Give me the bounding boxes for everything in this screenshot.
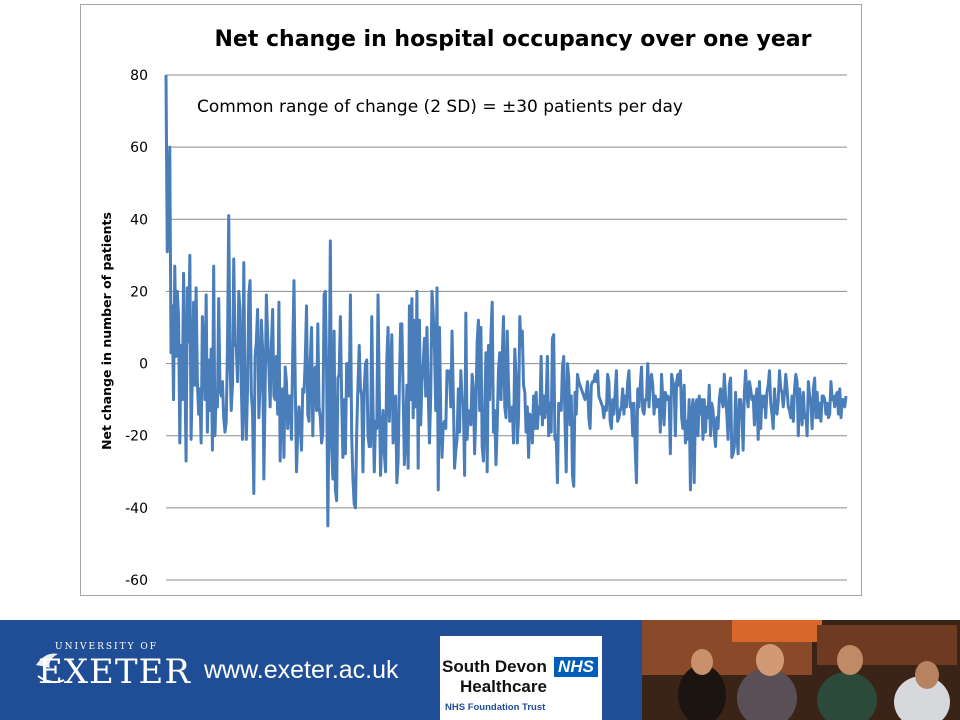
annotation: Common range of change (2 SD) = ±30 pati…: [197, 97, 683, 117]
students-photo: [642, 620, 960, 720]
y-tick-label: -20: [125, 429, 148, 445]
series-layer: [164, 74, 848, 528]
healthcare-label: Healthcare: [460, 677, 547, 696]
website-link[interactable]: www.exeter.ac.uk: [204, 656, 399, 684]
line-chart: 80 60 40 20 0 -20 -40 -60 Net change in hospita…: [99, 27, 848, 589]
y-axis-label: Net change in number of patients: [99, 212, 114, 450]
y-tick-label: 80: [130, 68, 148, 84]
y-tick-label: -60: [125, 573, 148, 589]
nhs-badge: NHS: [554, 657, 598, 677]
y-tick-label: 40: [130, 212, 148, 228]
chart-title: Net change in hospital occupancy over on…: [215, 27, 812, 52]
south-devon-label: South Devon: [442, 657, 547, 676]
exeter-crest-icon: [36, 653, 65, 684]
south-devon-logo-box: [440, 636, 602, 720]
y-tick-label: 60: [130, 140, 148, 156]
y-tick-label: -40: [125, 501, 148, 517]
university-of-label: UNIVERSITY OF: [55, 642, 159, 652]
series-line: [164, 74, 848, 528]
chart-frame: 80 60 40 20 0 -20 -40 -60 Net change in hospita…: [80, 4, 862, 596]
y-tick-label: 20: [130, 284, 148, 300]
exeter-wordmark: EXETER: [38, 652, 191, 692]
nhs-foundation-trust-label: NHS Foundation Trust: [445, 702, 546, 713]
y-tick-labels: 80 60 40 20 0 -20 -40 -60: [125, 68, 148, 589]
y-tick-label: 0: [139, 357, 148, 373]
